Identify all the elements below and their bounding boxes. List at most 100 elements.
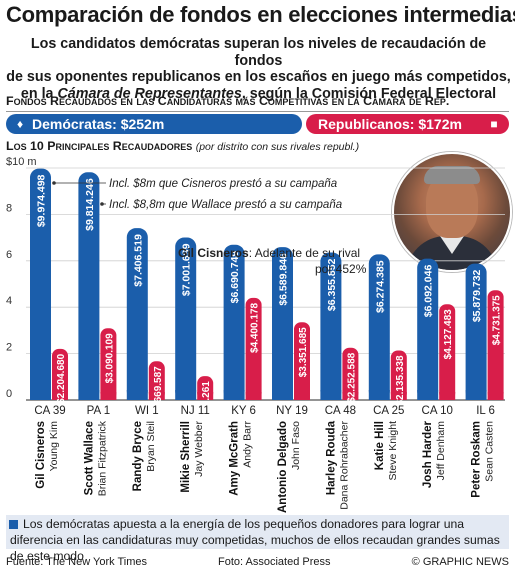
footer-note: Los demócratas apuesta a la energía de l… [10,517,500,563]
annotation-dot [52,181,56,185]
democrat-bar-base [223,390,245,400]
republican-value-label: $1.669.587 [153,366,164,416]
republican-bar-base [52,392,68,400]
democrats-total-bar: ♦ Demócratas: $252m [6,114,302,134]
republican-candidate-name: Andy Barr [242,420,254,467]
republican-bar-base [294,392,310,400]
x-tick-label: NJ 11 [181,405,210,417]
democrat-candidate-name: Gil Cisneros [35,421,47,489]
democrat-candidate-name: Katie Hill [374,421,386,470]
totals-section-label: Fondos Recaudados en las Candidaturas má… [6,94,450,108]
subtitle-line-3: en la Cámara de Representantes, según la… [6,86,511,103]
republican-bar-base [487,392,504,400]
democrat-candidate-name: Antonio Delgado [277,421,289,513]
democrat-bar [465,263,487,400]
democrat-value-label: $6.355.852 [326,258,338,311]
x-tick-label: WI 1 [135,405,159,417]
annotation-cisneros: Incl. $8m que Cisneros prestó a su campa… [109,178,337,190]
republicans-total-bar: Republicanos: $172m ■ [306,114,509,134]
republican-bar [100,328,117,400]
y-tick-label: 0 [6,388,12,400]
x-tick-label: NY 19 [276,405,308,417]
republican-value-label: $2.204.680 [56,353,67,403]
chart-heading: Los 10 Principales Recaudadores (por dis… [6,139,359,153]
republican-candidate-name: Steve Knight [387,421,399,481]
page-title: Comparación de fondos en elecciones inte… [6,2,515,27]
republican-bar-base [342,392,359,400]
republican-bar [439,304,456,400]
republican-value-label: $2.135.338 [395,355,406,405]
democrat-bar [223,244,245,400]
republican-value-label: $4.400.178 [250,302,261,352]
democrat-candidate-name: Harley Rouda [325,420,337,495]
republican-value-label: $4.731.375 [492,295,503,345]
republican-bar [245,297,262,400]
subtitle-line-3-pre: en la [20,85,58,102]
republican-value-label: $3.351.685 [298,327,309,377]
democrat-value-label: $9.974.498 [36,174,48,227]
democrat-bar-base [465,390,487,400]
bar-chart: 0 2 4 6 8 $10 m $9.974.498 $2.204.680 CA 39 Gil C… [6,156,505,513]
republicans-total-label: Republicanos: $172m [318,116,462,132]
photo-credit: Foto: Associated Press [218,556,331,568]
republican-candidate-name: John Faso [290,421,302,470]
democrat-value-label: $9.814.246 [84,178,96,231]
divider [6,111,509,112]
footer-note-box: Los demócratas apuesta a la energía de l… [6,515,509,563]
democrat-bar [126,228,148,400]
x-tick-label: CA 39 [34,405,65,417]
republican-candidate-name: Jay Webber [193,421,205,477]
y-tick-label: 8 [6,202,12,214]
y-tick-label: $10 m [6,156,37,168]
democrat-value-label: $6.274.385 [374,260,386,313]
republican-bar [52,348,68,400]
republican-candidate-name: Sean Casten [484,421,496,482]
democrat-bar [368,254,390,400]
elephant-icon: ■ [490,117,498,131]
x-tick-label: CA 10 [422,405,453,417]
republican-value-label: $3.090.109 [104,333,115,383]
democrat-candidate-name: Randy Bryce [132,421,144,491]
highlight-text: Gil Cisneros: Adelante de su rival [178,246,360,260]
y-tick-label: 6 [6,249,12,261]
democrat-bar-base [272,390,293,400]
republican-bar-base [197,392,214,400]
democrat-bar [320,252,342,400]
democrat-bar-base [320,390,342,400]
democrat-bar-base [78,390,100,400]
highlight-desc: : Adelante de su rival [249,246,360,260]
democrat-candidate-name: Mikie Sherrill [180,421,192,493]
annotation-wallace: Incl. $8,8m que Wallace prestó a su camp… [109,199,342,211]
democrat-bar [78,172,100,400]
democrat-bar [272,247,293,400]
x-tick-label: PA 1 [87,405,110,417]
democrat-bar [30,168,51,400]
donkey-icon: ♦ [16,117,24,131]
democrat-candidate-name: Amy McGrath [229,421,241,496]
chart-heading-text: Los 10 Principales Recaudadores [6,139,193,153]
republican-bar [487,290,504,400]
democrat-bar-base [175,390,197,400]
subtitle-line-3-post: , según la Comisión Federal Electoral [241,85,497,102]
subtitle-line-3-em: Cámara de Representantes [57,85,242,102]
republican-candidate-name: Young Kim [48,421,60,472]
democrat-candidate-name: Scott Wallace [83,421,95,495]
republican-bar-base [439,392,456,400]
y-tick-label: 4 [6,295,12,307]
footer-square-icon [9,520,18,529]
democrat-bar-base [417,390,439,400]
x-tick-label: CA 25 [373,405,404,417]
graphic-credit: © GRAPHIC NEWS [411,556,509,568]
democrat-candidate-name: Josh Harder [422,420,434,488]
democrat-value-label: $6.092.046 [423,265,435,318]
subtitle-line-1: Los candidatos demócratas superan los ni… [30,36,487,69]
x-tick-label: CA 48 [325,405,356,417]
democrat-value-label: $7.001.699 [181,243,193,296]
republican-value-label: $4.127.483 [443,309,454,359]
republican-bar [390,350,407,400]
democrat-value-label: $6.690.749 [229,251,241,304]
republican-bar-base [148,392,165,400]
democrat-bar [417,258,439,400]
republican-bar [148,361,165,400]
x-tick-label: KY 6 [231,405,256,417]
